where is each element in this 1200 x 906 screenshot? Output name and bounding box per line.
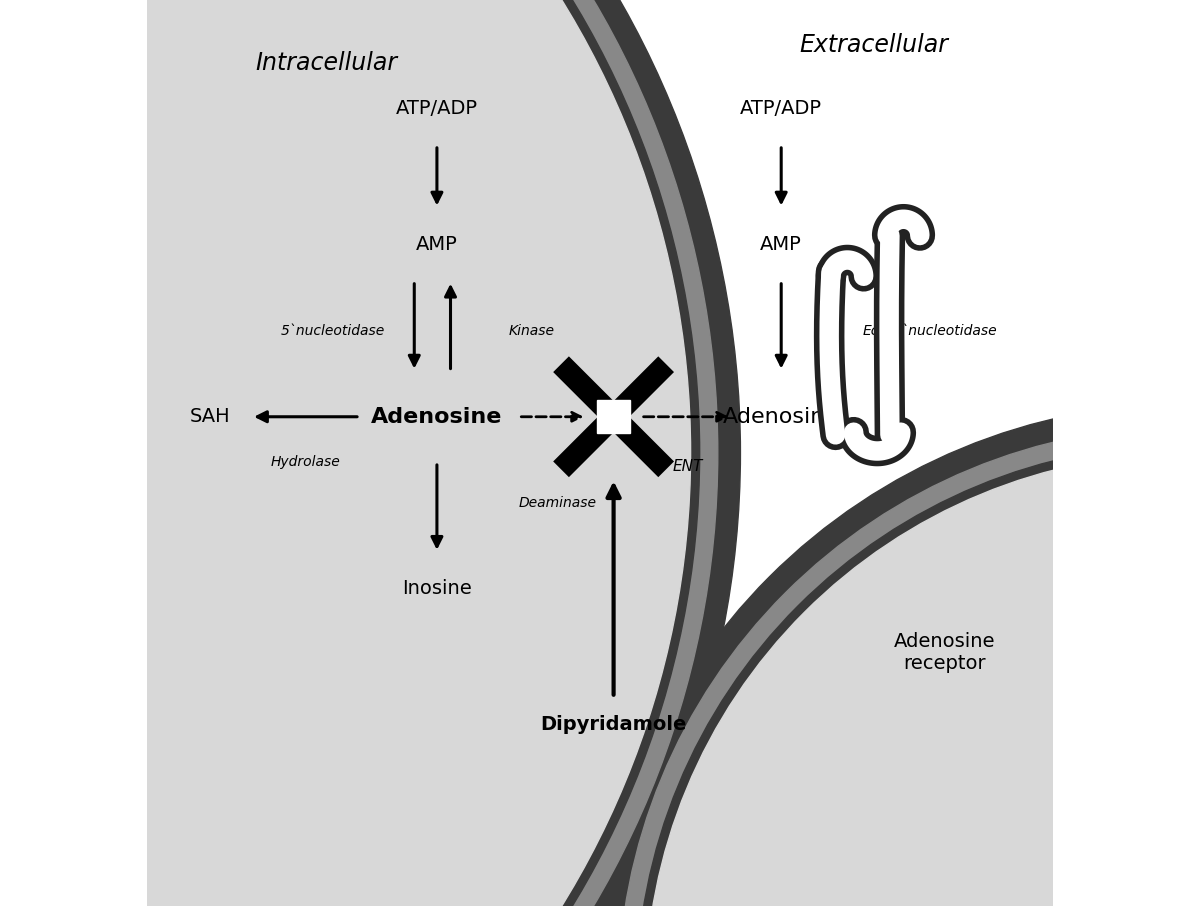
Text: Ecto5`nucleotidase: Ecto5`nucleotidase [863,323,997,338]
Text: Adenosine: Adenosine [371,407,503,427]
Ellipse shape [0,0,718,906]
Text: AMP: AMP [416,236,457,254]
Text: ATP/ADP: ATP/ADP [396,100,478,118]
Ellipse shape [0,0,691,906]
Text: 5`nucleotidase: 5`nucleotidase [281,323,385,338]
Ellipse shape [0,0,700,906]
Ellipse shape [0,0,740,906]
Text: Adenosine: Adenosine [724,407,839,427]
Text: Intracellular: Intracellular [256,52,398,75]
Bar [598,400,630,433]
Text: Kinase: Kinase [509,323,556,338]
Text: Hydrolase: Hydrolase [271,455,341,469]
Text: Adenosine
receptor: Adenosine receptor [894,631,995,673]
Text: ENT: ENT [672,459,703,474]
Text: AMP: AMP [761,236,802,254]
Text: Deaminase: Deaminase [518,496,596,510]
Ellipse shape [595,403,1200,906]
Ellipse shape [618,426,1200,906]
Ellipse shape [636,444,1200,906]
Text: Extracellular: Extracellular [799,34,948,57]
Text: Inosine: Inosine [402,580,472,598]
Text: SAH: SAH [190,408,230,426]
Text: Dipyridamole: Dipyridamole [540,716,686,734]
Text: ATP/ADP: ATP/ADP [740,100,822,118]
Ellipse shape [646,453,1200,906]
